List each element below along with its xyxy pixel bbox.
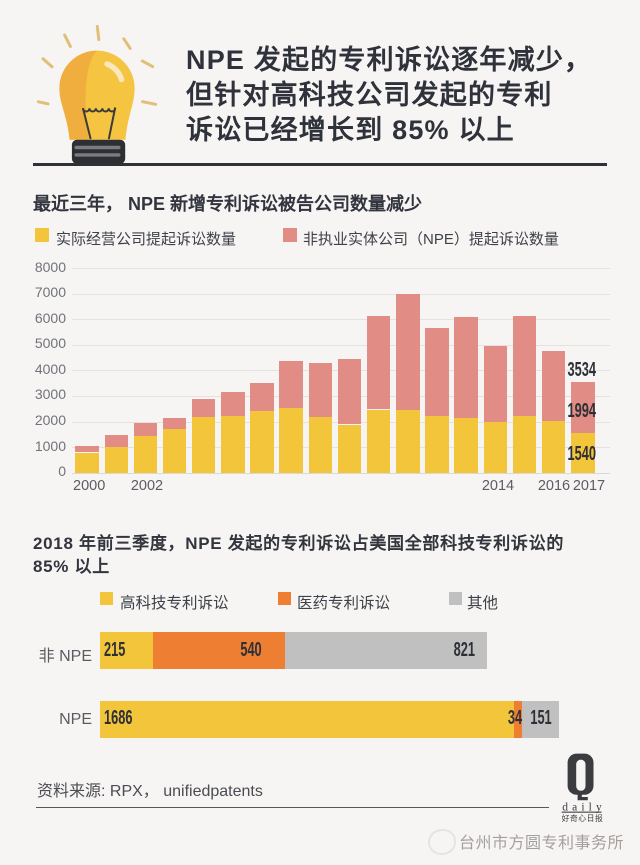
svg-text:daily: daily bbox=[562, 801, 606, 813]
svg-text:好奇心日报: 好奇心日报 bbox=[562, 813, 604, 823]
